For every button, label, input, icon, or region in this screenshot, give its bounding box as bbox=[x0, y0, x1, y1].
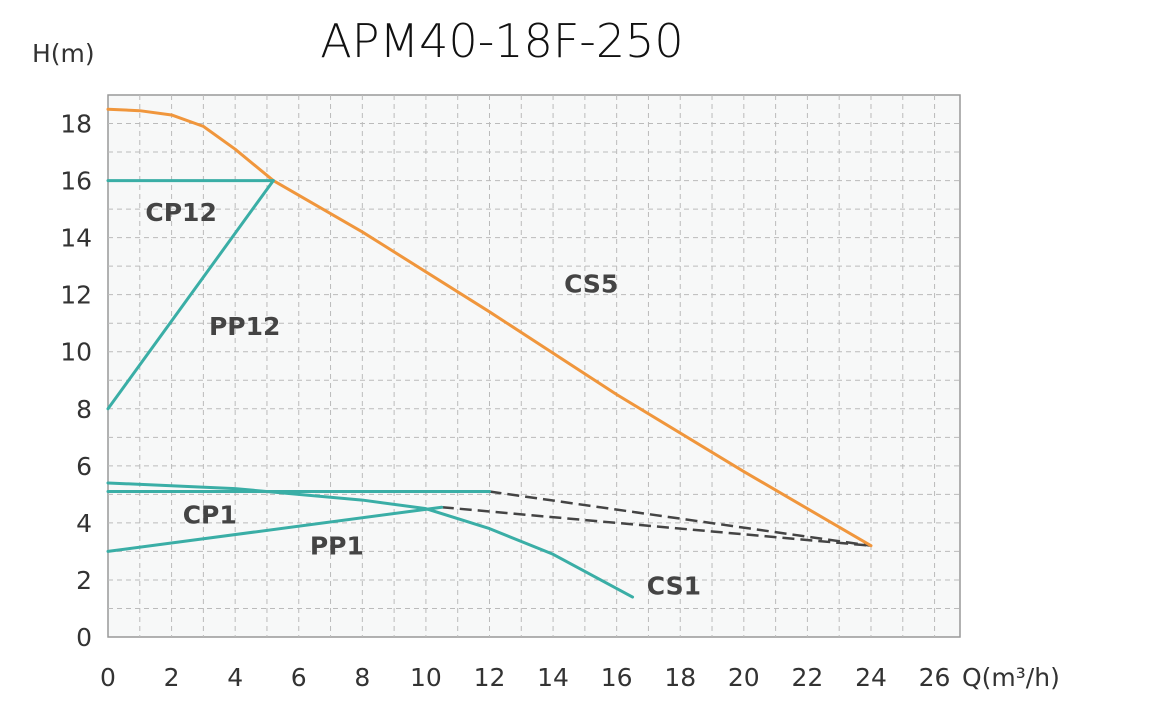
x-tick-label: 8 bbox=[354, 663, 370, 692]
chart-title: APM40-18F-250 bbox=[320, 14, 683, 68]
series-pp12 bbox=[106, 179, 275, 411]
y-tick-label: 0 bbox=[76, 623, 92, 652]
y-tick-label: 2 bbox=[76, 566, 92, 595]
series-label-cp1: CP1 bbox=[183, 500, 237, 529]
x-tick-label: 26 bbox=[919, 663, 951, 692]
series-label-cs1: CS1 bbox=[647, 572, 701, 601]
x-tick-label: 10 bbox=[410, 663, 442, 692]
x-tick-label: 4 bbox=[227, 663, 243, 692]
y-tick-label: 4 bbox=[76, 509, 92, 538]
series-label-cp12: CP12 bbox=[145, 198, 216, 227]
series-label-cs5: CS5 bbox=[564, 269, 618, 298]
x-tick-label: 16 bbox=[601, 663, 633, 692]
x-tick-label: 22 bbox=[791, 663, 823, 692]
series-cp1-extension bbox=[489, 490, 872, 547]
series-cs1 bbox=[106, 481, 635, 599]
x-tick-label: 20 bbox=[728, 663, 760, 692]
y-axis-label: H(m) bbox=[32, 39, 95, 68]
series-pp1 bbox=[106, 505, 444, 553]
y-tick-label: 18 bbox=[60, 110, 92, 139]
y-tick-label: 12 bbox=[60, 281, 92, 310]
plot-area bbox=[107, 94, 961, 638]
x-tick-label: 6 bbox=[291, 663, 307, 692]
x-tick-label: 2 bbox=[164, 663, 180, 692]
y-tick-label: 14 bbox=[60, 224, 92, 253]
series-label-pp1: PP1 bbox=[310, 532, 364, 561]
y-tick-label: 8 bbox=[76, 395, 92, 424]
x-tick-label: 0 bbox=[100, 663, 116, 692]
x-axis-label: Q(m³/h) bbox=[962, 663, 1060, 692]
x-tick-label: 12 bbox=[474, 663, 506, 692]
x-tick-label: 14 bbox=[537, 663, 569, 692]
y-tick-label: 16 bbox=[60, 167, 92, 196]
y-tick-label: 6 bbox=[76, 452, 92, 481]
x-tick-label: 24 bbox=[855, 663, 887, 692]
x-tick-label: 18 bbox=[664, 663, 696, 692]
series-label-pp12: PP12 bbox=[209, 312, 280, 341]
y-tick-label: 10 bbox=[60, 338, 92, 367]
